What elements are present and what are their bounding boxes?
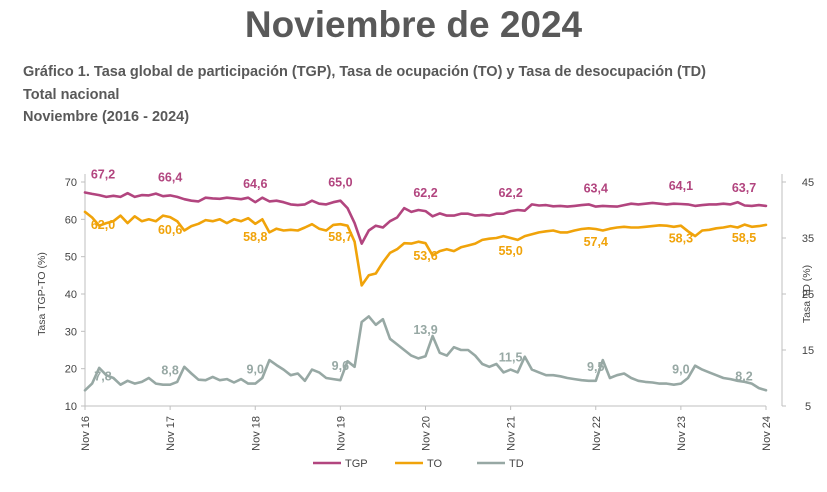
data-label-td: 11,5: [499, 351, 523, 365]
legend-label-td: TD: [509, 458, 524, 470]
legend: TGP TO TD: [313, 458, 524, 470]
data-label-tgp: 63,7: [732, 181, 756, 195]
data-label-to: 57,4: [584, 235, 608, 249]
data-label-td: 7,8: [94, 369, 111, 383]
data-labels: 67,2 66,4 64,6 65,0 62,2 62,2 63,4 64,1 63,7 62,0…: [91, 167, 756, 383]
x-tick-label: Nov 17: [165, 416, 177, 451]
chart-period: Noviembre (2016 - 2024): [23, 109, 190, 125]
data-label-tgp: 62,2: [498, 186, 522, 200]
data-label-td: 13,9: [413, 323, 437, 337]
data-label-td: 8,2: [735, 369, 752, 383]
chart-subtitle: Gráfico 1. Tasa global de participación …: [23, 64, 706, 80]
data-label-tgp: 64,6: [243, 177, 267, 191]
data-label-tgp: 67,2: [91, 167, 115, 181]
series-line-tgp: [83, 191, 768, 245]
y-left-tick-label: 70: [65, 177, 77, 189]
series-line-td: [83, 315, 768, 392]
y-right-tick-label: 45: [802, 177, 814, 189]
x-tick-label: Nov 19: [335, 416, 347, 451]
y-left-axis-title: Tasa TGP-TO (%): [36, 252, 48, 336]
page-title: Noviembre de 2024: [244, 4, 583, 45]
data-label-td: 9,6: [332, 359, 349, 373]
data-label-tgp: 64,1: [669, 179, 693, 193]
chart-scope: Total nacional: [23, 87, 120, 103]
data-label-tgp: 65,0: [328, 176, 352, 190]
legend-label-tgp: TGP: [345, 458, 368, 470]
data-label-td: 8,8: [161, 364, 178, 378]
data-label-tgp: 63,4: [584, 182, 608, 196]
y-right-tick-label: 35: [802, 233, 814, 245]
data-label-to: 55,0: [498, 244, 522, 258]
y-right-tick-label: 15: [802, 345, 814, 357]
y-left-tick-label: 30: [65, 326, 77, 338]
y-left-tick-label: 60: [65, 214, 77, 226]
x-tick-label: Nov 21: [506, 416, 518, 451]
y-right-tick-label: 5: [805, 401, 811, 413]
y-left-tick-label: 20: [65, 364, 77, 376]
y-left-tick-label: 40: [65, 289, 77, 301]
y-right-axis-title: Tasa TD (%): [801, 265, 813, 323]
data-label-tgp: 66,4: [158, 170, 182, 184]
x-tick-label: Nov 22: [591, 416, 603, 451]
data-label-to: 58,8: [243, 230, 267, 244]
data-label-td: 9,0: [247, 363, 264, 377]
y-right-tick-label: 25: [802, 289, 814, 301]
data-label-to: 60,6: [158, 223, 182, 237]
x-tick-label: Nov 18: [250, 416, 262, 451]
data-label-to: 58,7: [328, 230, 352, 244]
tick-labels: 10 20 30 40 50 60 70 5 15 25 35 45 Nov 16 Nov 17 Nov 1…: [36, 177, 814, 451]
x-tick-label: Nov 16: [80, 416, 92, 451]
legend-label-to: TO: [427, 458, 443, 470]
series-lines: [83, 191, 768, 392]
x-tick-label: Nov 24: [761, 416, 773, 451]
data-label-td: 9,5: [587, 360, 604, 374]
axes: [81, 174, 786, 410]
data-label-to: 62,0: [91, 218, 115, 232]
data-label-to: 53,6: [413, 249, 437, 263]
data-label-tgp: 62,2: [413, 186, 437, 200]
data-label-to: 58,3: [669, 232, 693, 246]
y-left-tick-label: 50: [65, 252, 77, 264]
data-label-td: 9,0: [672, 363, 689, 377]
x-tick-label: Nov 20: [421, 416, 433, 451]
x-tick-label: Nov 23: [676, 416, 688, 451]
series-line-to: [83, 210, 768, 287]
y-left-tick-label: 10: [65, 401, 77, 413]
data-label-to: 58,5: [732, 231, 756, 245]
